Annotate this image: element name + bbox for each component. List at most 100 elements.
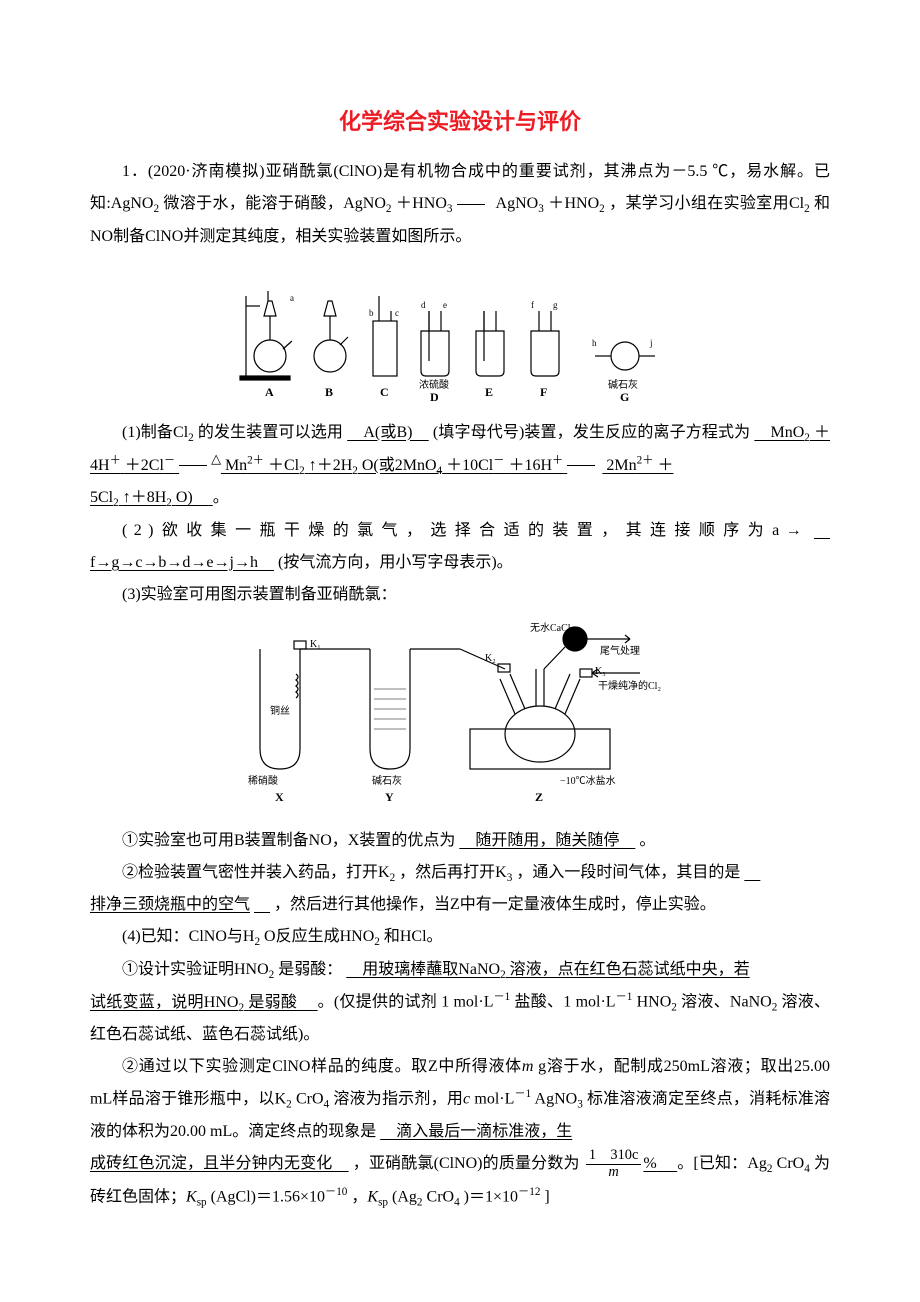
svg-text:A: A xyxy=(265,385,274,399)
text: 和HCl。 xyxy=(384,928,443,945)
t: 2Mn xyxy=(606,457,636,474)
denominator: m xyxy=(586,1165,642,1181)
svg-text:K₃: K₃ xyxy=(595,666,606,677)
svg-text:无水CaCl₂: 无水CaCl₂ xyxy=(530,622,574,634)
t: ＋10Cl xyxy=(446,457,493,474)
svg-text:Z: Z xyxy=(535,790,543,804)
sub: sp xyxy=(378,1197,388,1209)
q4-2b: 成砖红色沉淀，且半分钟内无变化 ，亚硝酰氯(ClNO)的质量分数为 1 310c… xyxy=(90,1148,830,1214)
svg-text:G: G xyxy=(620,390,629,401)
t: 5Cl xyxy=(90,489,113,506)
sub: 2 xyxy=(188,432,194,444)
q3-1: ①实验室也可用B装置制备NO，X装置的优点为 随开随用，随关随停 。 xyxy=(90,825,830,857)
text: (2)欲收集一瓶干燥的氯气，选择合适的装置，其连接顺序为a→ xyxy=(122,522,808,539)
svg-text:−10℃冰盐水: −10℃冰盐水 xyxy=(560,774,616,787)
text: CrO xyxy=(296,1091,324,1108)
text: ②检验装置气密性并装入药品，打开K xyxy=(122,864,390,881)
svg-text:h: h xyxy=(592,338,597,348)
sup: －1 xyxy=(616,991,633,1003)
t: 用玻璃棒蘸取NaNO xyxy=(346,961,500,978)
sup: －1 xyxy=(493,991,510,1003)
sub: 2 xyxy=(599,203,605,215)
t: O(或2MnO xyxy=(362,457,437,474)
sub: 2 xyxy=(352,465,358,477)
answer-blank: 随开随用，随关随停 xyxy=(459,832,635,849)
sup: 2＋ xyxy=(637,454,654,466)
sub: 3 xyxy=(447,203,453,215)
sub: 2 xyxy=(804,203,810,215)
text: 微溶于水，能溶于硝酸，AgNO xyxy=(163,195,386,212)
svg-text:c: c xyxy=(395,308,399,318)
t: 1 310c xyxy=(589,1147,639,1163)
sub: 2 xyxy=(772,1002,778,1014)
text: (1)制备Cl xyxy=(122,424,188,441)
answer-blank-cont: 5Cl2 ↑＋8H2 O) xyxy=(90,489,213,506)
sub: 3 xyxy=(577,1099,583,1111)
sup: －10 xyxy=(325,1186,347,1198)
t: ＋16H xyxy=(508,457,552,474)
t: 溶液，点在红色石蕊试纸中央，若 xyxy=(510,961,750,978)
text: (AgCl)＝1.56×10 xyxy=(211,1188,325,1205)
text: 的发生装置可以选用 xyxy=(198,424,343,441)
q3-2: ②检验装置气密性并装入药品，打开K2 ，然后再打开K3 ，通入一段时间气体，其目… xyxy=(90,857,830,890)
react-line xyxy=(567,453,602,480)
sub: 3 xyxy=(538,203,544,215)
t: 是弱酸 xyxy=(248,994,313,1011)
answer-blank: 试纸变蓝，说明HNO2 是弱酸 xyxy=(90,994,318,1011)
svg-text:e: e xyxy=(443,300,447,310)
text: mol·L xyxy=(474,1091,514,1108)
q3: (3)实验室可用图示装置制备亚硝酰氯： xyxy=(90,579,830,611)
text: ②通过以下实验测定ClNO样品的纯度。取Z中所得液体 xyxy=(122,1058,522,1075)
svg-text:尾气处理: 尾气处理 xyxy=(600,644,640,657)
q4-1b: 试纸变蓝，说明HNO2 是弱酸 。(仅提供的试剂 1 mol·L－1 盐酸、1 … xyxy=(90,986,830,1051)
intro-paragraph: 1．(2020·济南模拟)亚硝酰氯(ClNO)是有机物合成中的重要试剂，其沸点为… xyxy=(90,156,830,253)
text: 。(仅提供的试剂 1 mol·L xyxy=(318,994,494,1011)
t: ＋Cl xyxy=(268,457,299,474)
t: ↑＋8H xyxy=(123,489,167,506)
t: ↑＋2H xyxy=(309,457,353,474)
svg-text:碱石灰: 碱石灰 xyxy=(372,774,402,787)
sub: 2 xyxy=(386,203,392,215)
text: 溶液为指示剂，用 xyxy=(333,1091,463,1108)
svg-text:g: g xyxy=(553,300,558,310)
answer-blank: 成砖红色沉淀，且半分钟内无变化 xyxy=(90,1155,349,1172)
text: 是弱酸： xyxy=(278,961,342,978)
text: O反应生成HNO xyxy=(264,928,374,945)
text: AgNO xyxy=(535,1091,578,1108)
apparatus-figure-2: K₁ 铜丝 稀硝酸 X xyxy=(90,619,830,821)
sub: 3 xyxy=(507,872,513,884)
text: CrO xyxy=(777,1155,805,1172)
t: % xyxy=(643,1155,656,1172)
q2: (2)欲收集一瓶干燥的氯气，选择合适的装置，其连接顺序为a→ f→g→c→b→d… xyxy=(90,515,830,579)
text: ，然后再打开K xyxy=(399,864,507,881)
sub: 2 xyxy=(113,497,119,509)
sub: 2 xyxy=(269,969,275,981)
text: ，某学习小组在实验室用Cl xyxy=(609,195,804,212)
sup: －1 xyxy=(514,1088,531,1100)
svg-text:F: F xyxy=(540,385,547,399)
svg-text:E: E xyxy=(485,385,493,399)
heat-arrow: △ xyxy=(179,453,221,480)
sub: 2 xyxy=(417,1197,423,1209)
text: (按气流方向，用小写字母表示)。 xyxy=(278,554,513,571)
sub: 4 xyxy=(324,1099,330,1111)
svg-text:X: X xyxy=(275,790,284,804)
text: 。 xyxy=(213,489,229,506)
sub: 4 xyxy=(804,1164,810,1176)
text: ，通入一段时间气体，其目的是 xyxy=(516,864,740,881)
q4-1: ①设计实验证明HNO2 是弱酸： 用玻璃棒蘸取NaNO2 溶液，点在红色石蕊试纸… xyxy=(90,954,830,987)
text: 。[已知：Ag xyxy=(677,1155,767,1172)
sub: sp xyxy=(197,1197,207,1209)
sup: － xyxy=(493,454,504,466)
sub: 2 xyxy=(286,1099,292,1111)
svg-text:d: d xyxy=(421,300,426,310)
t: 试纸变蓝，说明HNO xyxy=(90,994,238,1011)
sub: 2 xyxy=(804,432,810,444)
sub: 2 xyxy=(390,872,396,884)
fraction: 1 310c m xyxy=(586,1148,642,1181)
text: ， xyxy=(351,1188,367,1205)
sup: －12 xyxy=(518,1186,540,1198)
q4-2: ②通过以下实验测定ClNO样品的纯度。取Z中所得液体m g溶于水，配制成250m… xyxy=(90,1051,830,1148)
sub: 2 xyxy=(238,1002,244,1014)
sub: 2 xyxy=(153,203,159,215)
